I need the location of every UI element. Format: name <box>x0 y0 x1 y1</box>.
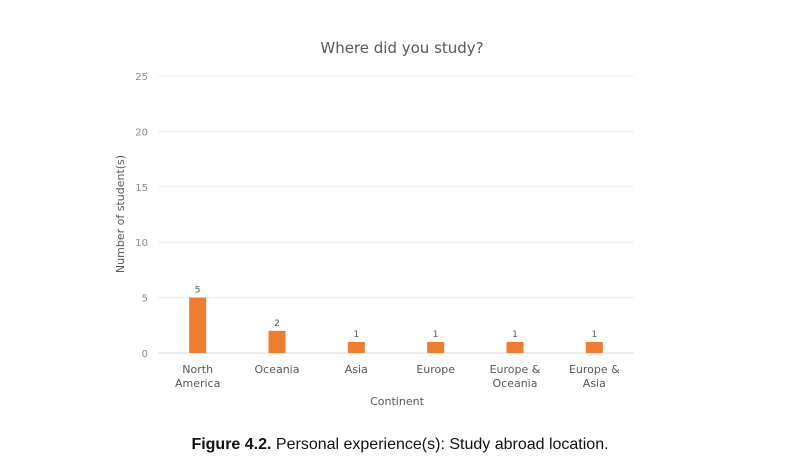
bar <box>427 341 445 353</box>
y-tick-label: 25 <box>135 72 148 83</box>
x-tick-label: North America <box>175 363 220 390</box>
figure-label: Figure 4.2. <box>191 436 272 453</box>
bars <box>189 297 603 353</box>
x-tick-label: Europe <box>416 363 455 376</box>
bar <box>506 341 524 353</box>
x-tick-label: Europe & Asia <box>569 363 620 390</box>
x-tick-label: Asia <box>345 363 368 376</box>
x-tick-label: Oceania <box>255 363 300 376</box>
x-axis-title: Continent <box>370 395 424 408</box>
y-tick-label: 15 <box>135 183 148 194</box>
y-tick-label: 10 <box>135 238 148 249</box>
gridlines <box>158 75 634 354</box>
bar <box>268 330 286 353</box>
data-label: 1 <box>512 330 518 340</box>
y-tick-label: 20 <box>135 127 148 138</box>
data-label: 1 <box>353 330 359 340</box>
figure-caption: Figure 4.2. Personal experience(s): Stud… <box>0 436 800 454</box>
data-label: 1 <box>433 330 439 340</box>
data-labels: 5 2 1 1 1 1 <box>195 286 597 340</box>
x-tick-label: Europe & Oceania <box>490 363 541 390</box>
x-axis-ticks: North America Oceania Asia Europe Europe & Oce… <box>175 363 620 390</box>
data-label: 1 <box>591 330 597 340</box>
bar <box>189 297 207 353</box>
y-axis-title: Number of student(s) <box>114 155 127 273</box>
y-axis-ticks: 0 5 10 15 20 25 <box>135 72 148 360</box>
y-tick-label: 5 <box>142 294 148 305</box>
y-tick-label: 0 <box>142 349 148 360</box>
bar-chart: Where did you study? 0 5 10 15 20 25 5 2 1 1 1 1 N… <box>114 39 634 408</box>
bar <box>347 341 365 353</box>
data-label: 2 <box>274 319 280 329</box>
data-label: 5 <box>195 286 201 296</box>
bar <box>585 341 603 353</box>
chart-title: Where did you study? <box>320 39 483 57</box>
figure-caption-text: Personal experience(s): Study abroad loc… <box>271 436 609 453</box>
